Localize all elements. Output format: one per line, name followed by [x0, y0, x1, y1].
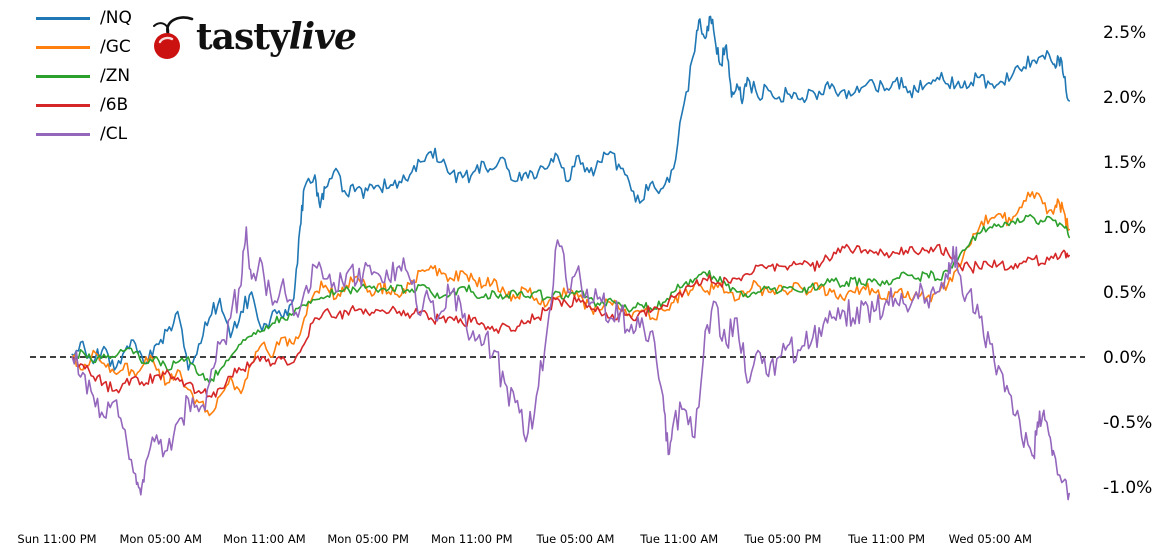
x-tick-label: Mon 11:00 AM — [223, 532, 306, 546]
legend-item-gc: /GC — [36, 37, 132, 57]
logo-live: live — [288, 16, 357, 58]
legend-swatch — [36, 132, 90, 136]
series-line-nq — [71, 15, 1070, 371]
x-tick-label: Sun 11:00 PM — [17, 532, 96, 546]
series-line-6b — [71, 243, 1070, 398]
series-line-gc — [71, 191, 1070, 417]
y-tick-label: 1.0% — [1103, 218, 1146, 238]
cherry-icon — [153, 16, 194, 59]
logo-text: tastylive — [196, 16, 357, 58]
x-tick-label: Tue 05:00 AM — [536, 532, 615, 546]
legend-swatch — [36, 45, 90, 49]
legend-label: /NQ — [100, 8, 132, 28]
x-tick-label: Mon 11:00 PM — [431, 532, 513, 546]
y-tick-label: -1.0% — [1103, 478, 1152, 498]
tastylive-logo: tastylive — [148, 12, 357, 62]
legend-label: /6B — [100, 95, 129, 115]
legend-item-nq: /NQ — [36, 8, 132, 28]
x-tick-label: Wed 05:00 AM — [949, 532, 1032, 546]
y-tick-label: 0.5% — [1103, 283, 1146, 303]
legend-item-zn: /ZN — [36, 66, 132, 86]
legend-item-6b: /6B — [36, 95, 132, 115]
x-tick-label: Tue 05:00 PM — [743, 532, 821, 546]
logo-tasty: tasty — [196, 16, 290, 58]
legend-item-cl: /CL — [36, 124, 132, 144]
series-line-zn — [71, 214, 1070, 384]
x-tick-label: Tue 11:00 PM — [847, 532, 925, 546]
legend-label: /GC — [100, 37, 131, 57]
y-tick-label: 2.0% — [1103, 88, 1146, 108]
legend-swatch — [36, 74, 90, 78]
x-tick-label: Mon 05:00 AM — [119, 532, 202, 546]
y-tick-label: 0.0% — [1103, 348, 1146, 368]
y-tick-label: 2.5% — [1103, 23, 1146, 43]
legend-label: /CL — [100, 124, 128, 144]
y-tick-label: 1.5% — [1103, 153, 1146, 173]
series-line-cl — [71, 226, 1070, 501]
x-tick-label: Tue 11:00 AM — [639, 532, 718, 546]
legend-swatch — [36, 16, 90, 20]
x-tick-label: Mon 05:00 PM — [327, 532, 409, 546]
legend-label: /ZN — [100, 66, 131, 86]
y-tick-label: -0.5% — [1103, 413, 1152, 433]
chart-legend: /NQ/GC/ZN/6B/CL — [36, 8, 132, 144]
legend-swatch — [36, 103, 90, 107]
